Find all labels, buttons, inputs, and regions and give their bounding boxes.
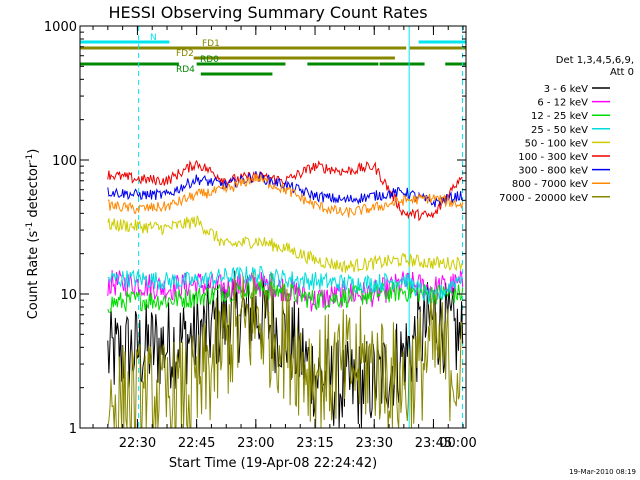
y-axis: 1 10 100 1000 <box>44 20 466 437</box>
x-axis-label: Start Time (19-Apr-08 22:24:42) <box>169 456 377 471</box>
series-lines <box>107 159 464 429</box>
flag-label-rd0: RD0 <box>200 55 219 65</box>
series-line-12-25-kev <box>107 279 464 313</box>
legend-label: 100 - 300 keV <box>518 152 588 163</box>
series-line-25-50-kev <box>107 265 464 305</box>
footer-timestamp: 19-Mar-2010 08:19 <box>569 468 636 476</box>
legend-label: 6 - 12 keV <box>537 98 588 109</box>
legend-label: 800 - 7000 keV <box>512 179 588 190</box>
x-tick-label: 23:45 <box>415 436 452 451</box>
x-tick-label: 23:00 <box>237 436 274 451</box>
x-tick-label: 23:15 <box>296 436 333 451</box>
series-line-300-800-kev <box>107 171 463 208</box>
legend-label: 25 - 50 keV <box>531 125 588 136</box>
legend-label: 300 - 800 keV <box>518 166 588 177</box>
legend: Det 1,3,4,5,6,9,Att 0 3 - 6 keV 6 - 12 keV… <box>499 55 634 204</box>
x-tick-label: 22:45 <box>178 436 215 451</box>
x-tick-label: 23:30 <box>356 436 393 451</box>
series-line-7000-20000-kev <box>107 272 464 429</box>
legend-label: 12 - 25 keV <box>531 111 588 122</box>
flag-label-n: N <box>150 33 157 43</box>
flag-label-fd2: FD2 <box>176 49 194 59</box>
y-tick-label: 100 <box>52 154 77 169</box>
x-tick-label: 22:30 <box>119 436 156 451</box>
x-tick-label: 00:00 <box>439 436 476 451</box>
flag-label-rd4: RD4 <box>176 65 195 75</box>
legend-label: 50 - 100 keV <box>525 138 589 149</box>
flag-bars: N FD1 FD2 RD0 RD4 <box>80 33 466 76</box>
y-axis-label: Count Rate (s-1 detector-1) <box>25 149 41 320</box>
legend-header: Det 1,3,4,5,6,9, <box>556 55 634 66</box>
legend-label: 7000 - 20000 keV <box>499 193 588 204</box>
y-tick-label: 1 <box>69 422 77 437</box>
y-tick-label: 1000 <box>44 20 77 35</box>
chart-title: HESSI Observing Summary Count Rates <box>108 3 427 22</box>
series-line-50-100-kev <box>107 215 464 273</box>
y-tick-label: 10 <box>60 288 77 303</box>
legend-label: 3 - 6 keV <box>544 84 588 95</box>
series-line-800-7000-kev <box>107 173 464 218</box>
legend-header: Att 0 <box>610 67 634 78</box>
plot-frame <box>79 25 467 429</box>
flag-label-fd1: FD1 <box>202 39 220 49</box>
